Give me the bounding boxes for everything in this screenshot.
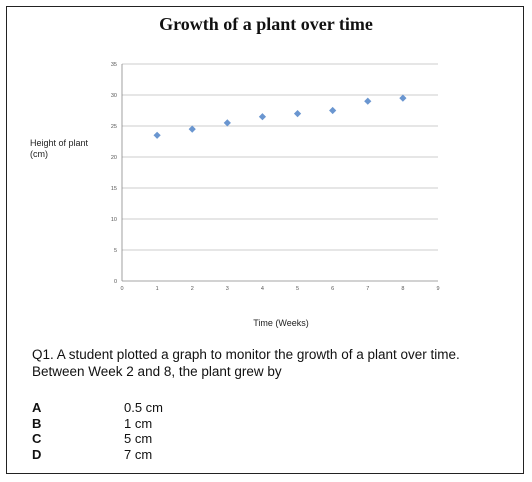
option-letter: B xyxy=(32,415,42,431)
y-tick-label: 15 xyxy=(111,186,117,192)
data-point xyxy=(258,113,267,121)
y-tick-label: 5 xyxy=(114,248,117,254)
chart-axes xyxy=(121,64,438,282)
x-tick-label: 2 xyxy=(191,286,194,292)
question-text: Q1. A student plotted a graph to monitor… xyxy=(32,347,460,379)
option-letter: A xyxy=(32,400,42,415)
option-a[interactable]: A 0.5 cm xyxy=(32,400,163,416)
data-point xyxy=(153,131,161,139)
y-axis-label: Height of plant (cm) xyxy=(30,138,89,159)
question-frame xyxy=(6,6,524,474)
x-tick-label: 5 xyxy=(296,286,299,292)
x-axis-label: Time (Weeks) xyxy=(253,318,309,328)
y-tick-label: 0 xyxy=(114,279,117,285)
option-b[interactable]: B 1 cm xyxy=(32,416,163,432)
x-tick-label: 8 xyxy=(401,286,404,292)
option-c[interactable]: C 5 cm xyxy=(32,431,163,447)
grid-lines xyxy=(122,63,438,251)
y-tick-label: 10 xyxy=(111,217,117,223)
scatter-chart: 0 5 10 15 20 25 30 35 0 1 2 3 4 5 6 7 8 9 xyxy=(111,62,440,292)
data-points xyxy=(153,94,407,139)
y-tick-label: 20 xyxy=(111,155,117,161)
x-tick-label: 7 xyxy=(366,286,369,292)
option-letter: C xyxy=(32,431,42,446)
data-point xyxy=(364,97,372,105)
data-point xyxy=(223,119,231,127)
y-tick-label: 30 xyxy=(111,93,117,99)
data-point xyxy=(188,125,196,133)
option-value: 1 cm xyxy=(124,415,153,431)
x-tick-label: 3 xyxy=(226,286,229,292)
y-tick-label: 25 xyxy=(111,124,117,130)
x-tick-label: 1 xyxy=(156,286,159,292)
option-value: 7 cm xyxy=(124,446,153,462)
x-tick-label: 9 xyxy=(436,286,439,292)
option-letter: D xyxy=(32,446,42,462)
data-point xyxy=(329,106,337,115)
option-value: 0.5 cm xyxy=(124,400,164,415)
option-d[interactable]: D 7 cm xyxy=(32,447,163,463)
data-point xyxy=(293,110,302,118)
x-tick-label: 0 xyxy=(120,286,123,292)
x-tick-label: 6 xyxy=(331,286,334,292)
data-point xyxy=(399,94,407,102)
chart-title: Growth of a plant over time xyxy=(159,14,373,34)
option-value: 5 cm xyxy=(124,431,153,446)
answer-options: A 0.5 cm B 1 cm C 5 cm D 7 cm xyxy=(32,400,163,462)
y-tick-label: 35 xyxy=(111,62,117,68)
tick-labels: 0 5 10 15 20 25 30 35 0 1 2 3 4 5 6 7 8 9 xyxy=(111,62,440,292)
x-tick-label: 4 xyxy=(261,286,264,292)
